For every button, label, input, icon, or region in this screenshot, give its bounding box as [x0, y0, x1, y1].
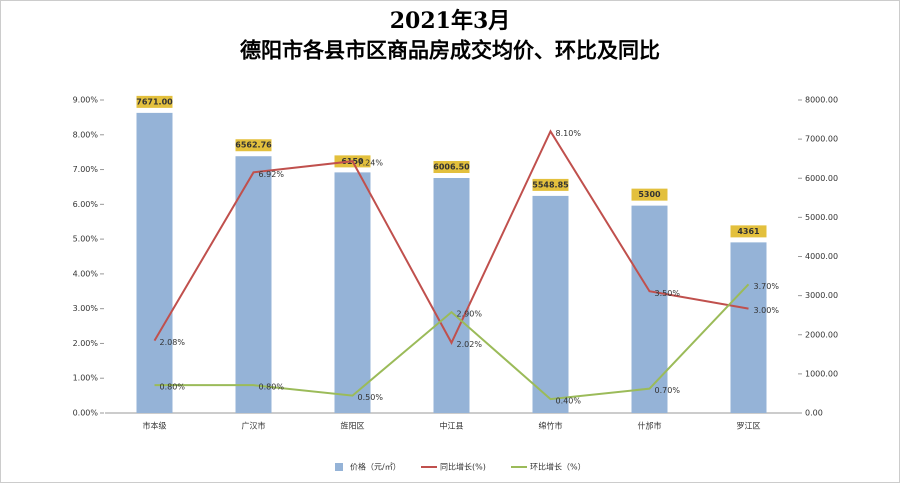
y-tick-label: 2.00%: [73, 339, 99, 348]
legend-label: 同比增长(%): [440, 462, 486, 472]
value-label: 2.08%: [160, 338, 186, 347]
y2-tick-label: 6000.00: [805, 174, 838, 183]
bar: [235, 156, 272, 414]
value-label: 0.80%: [259, 383, 285, 392]
value-label: 8.10%: [556, 129, 582, 138]
value-label: 2.02%: [457, 340, 483, 349]
y2-tick-label: 0.00: [805, 409, 823, 418]
x-tick-label: 广汉市: [242, 421, 266, 431]
value-label: 3.50%: [655, 289, 681, 298]
y2-tick-label: 4000.00: [805, 252, 838, 261]
bar: [136, 112, 173, 413]
y-tick-label: 4.00%: [73, 269, 99, 278]
line: [153, 129, 749, 345]
y2-tick-label: 3000.00: [805, 291, 838, 300]
legend-label: 环比增长（%）: [530, 462, 586, 472]
y-tick-label: 9.00%: [73, 96, 99, 105]
legend-swatch: [335, 463, 343, 471]
bar: [532, 195, 569, 413]
value-label: 0.40%: [556, 397, 582, 406]
chart-subtitle: 德阳市各县市区商品房成交均价、环比及同比: [240, 38, 660, 63]
x-tick-label: 中江县: [440, 421, 464, 431]
x-tick-label: 绵竹市: [539, 421, 563, 431]
bar: [433, 177, 470, 413]
value-label: 6.92%: [259, 170, 285, 179]
chart-title: 2021年3月: [390, 8, 511, 34]
value-label: 5300: [638, 190, 661, 199]
value-label-bg: [433, 160, 470, 173]
y2-tick-label: 7000.00: [805, 135, 838, 144]
x-tick-label: 什邡市: [638, 421, 662, 431]
value-label: 3.00%: [754, 306, 780, 315]
bar: [631, 205, 668, 413]
value-label-bg: [532, 178, 569, 191]
line: [154, 283, 750, 401]
bar: [730, 242, 767, 413]
y2-tick-label: 1000.00: [805, 369, 838, 378]
x-tick-label: 罗江区: [737, 422, 761, 431]
y-tick-label: 3.00%: [73, 304, 99, 313]
value-label-bg: [730, 225, 767, 238]
y-tick-label: 0.00%: [73, 409, 99, 418]
legend-label: 价格（元/㎡）: [350, 462, 401, 472]
value-label: 4361: [737, 227, 760, 236]
y-tick-label: 7.00%: [73, 165, 99, 174]
x-tick-label: 旌阳区: [341, 421, 365, 431]
y-tick-label: 8.00%: [73, 130, 99, 139]
value-label: 7671.00: [136, 97, 173, 106]
bar: [334, 172, 371, 413]
value-label: 0.70%: [655, 386, 681, 395]
value-label: 7.24%: [358, 159, 384, 168]
y2-tick-label: 8000.00: [805, 96, 838, 105]
y-tick-label: 1.00%: [73, 374, 99, 383]
value-label: 5548.85: [532, 180, 569, 189]
value-label-bg: [136, 95, 173, 108]
value-label: 0.50%: [358, 393, 384, 402]
y2-tick-label: 5000.00: [805, 213, 838, 222]
value-label-bg: [235, 139, 272, 152]
value-label: 3.70%: [754, 282, 780, 291]
value-label-bg: [631, 188, 668, 201]
x-tick-label: 市本级: [143, 421, 167, 431]
y2-tick-label: 2000.00: [805, 330, 838, 339]
value-label: 6562.76: [235, 141, 272, 150]
y-tick-label: 5.00%: [73, 235, 99, 244]
y-tick-label: 6.00%: [73, 200, 99, 209]
value-label: 0.80%: [160, 383, 186, 392]
value-label: 2.90%: [457, 310, 483, 319]
value-label: 6006.50: [433, 162, 470, 171]
